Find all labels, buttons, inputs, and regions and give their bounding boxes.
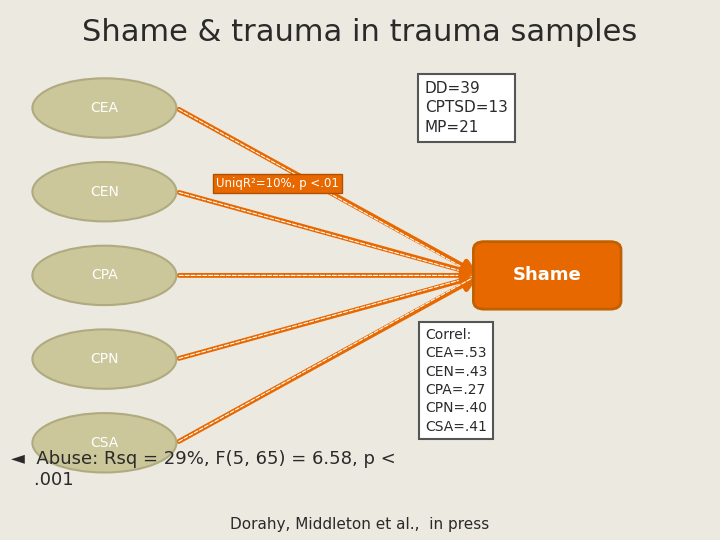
Text: ◄  Abuse: Rsq = 29%, F(5, 65) = 6.58, p <
    .001: ◄ Abuse: Rsq = 29%, F(5, 65) = 6.58, p <…: [11, 450, 395, 489]
Text: CPA: CPA: [91, 268, 118, 282]
Ellipse shape: [32, 78, 176, 138]
Text: CEA: CEA: [91, 101, 118, 115]
Text: DD=39
CPTSD=13
MP=21: DD=39 CPTSD=13 MP=21: [425, 80, 508, 136]
Text: Dorahy, Middleton et al.,  in press: Dorahy, Middleton et al., in press: [230, 517, 490, 532]
Text: CEN: CEN: [90, 185, 119, 199]
Ellipse shape: [32, 329, 176, 389]
Text: CPN: CPN: [90, 352, 119, 366]
Text: CSA: CSA: [90, 436, 119, 450]
Text: Correl:
CEA=.53
CEN=.43
CPA=.27
CPN=.40
CSA=.41: Correl: CEA=.53 CEN=.43 CPA=.27 CPN=.40 …: [425, 328, 487, 434]
Text: UniqR²=10%, p <.01: UniqR²=10%, p <.01: [216, 177, 338, 190]
Ellipse shape: [32, 413, 176, 472]
Ellipse shape: [32, 246, 176, 305]
Ellipse shape: [32, 162, 176, 221]
Text: Shame: Shame: [513, 266, 582, 285]
FancyBboxPatch shape: [474, 241, 621, 309]
Text: Shame & trauma in trauma samples: Shame & trauma in trauma samples: [82, 18, 638, 47]
